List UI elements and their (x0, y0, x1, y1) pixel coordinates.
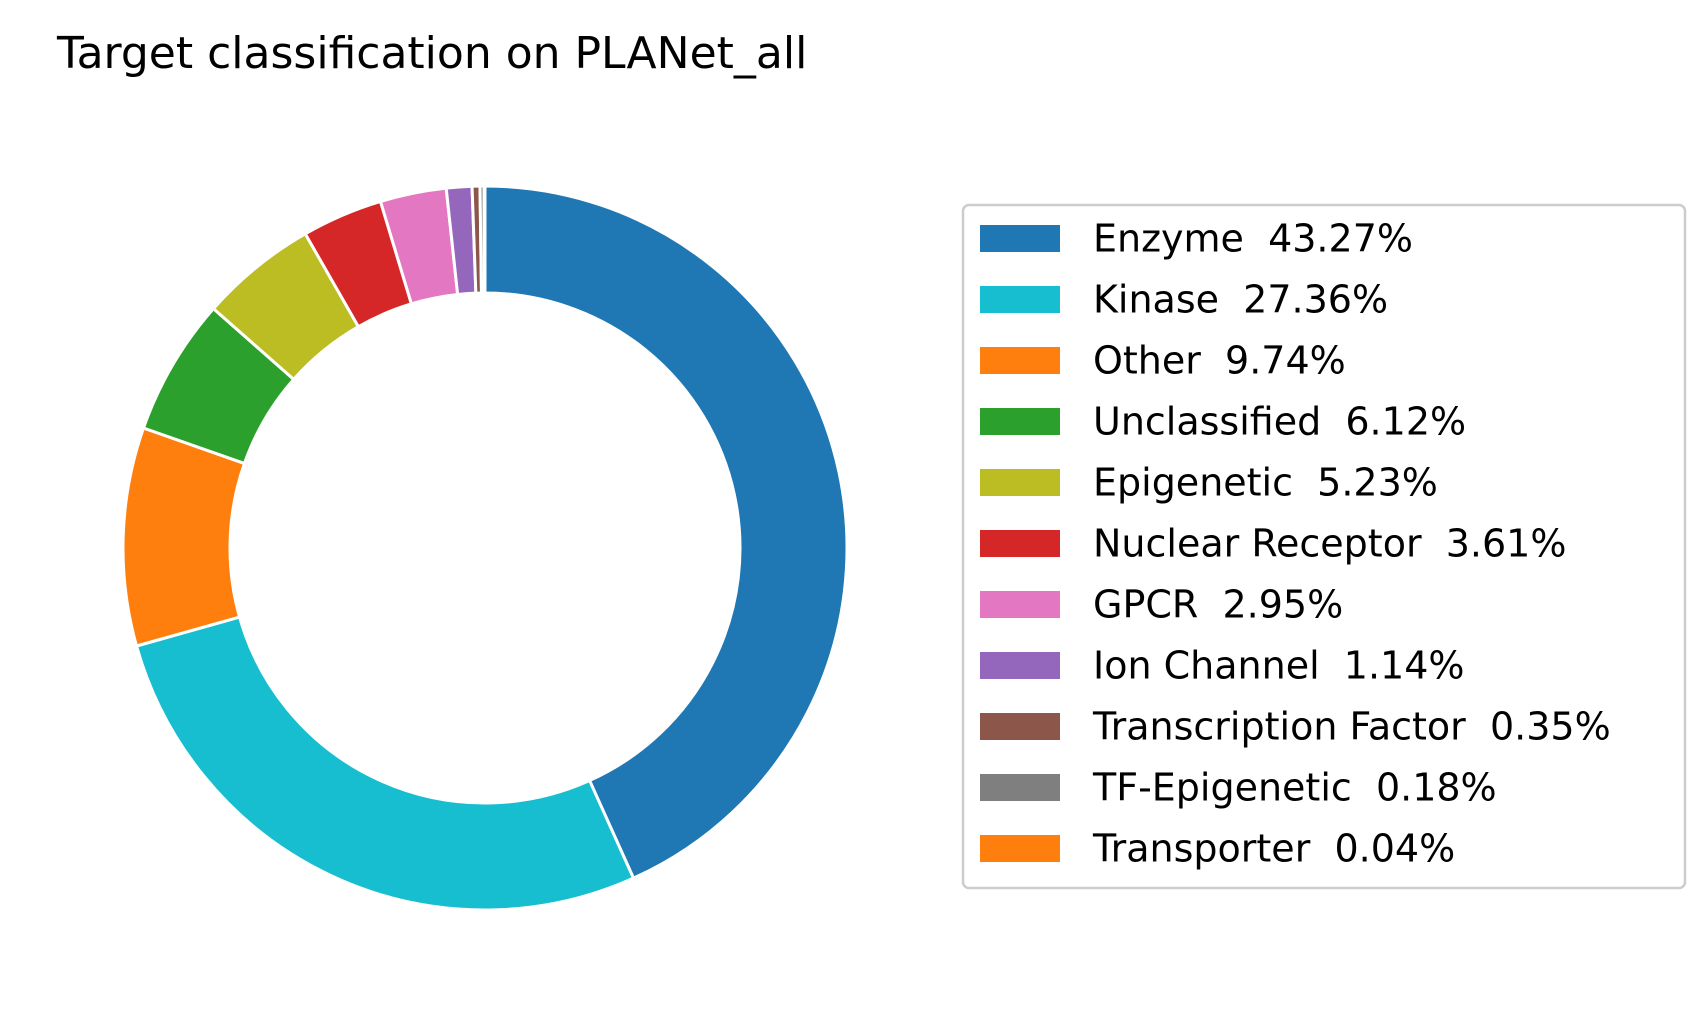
legend-swatch (980, 591, 1060, 618)
legend-label: Unclassified 6.12% (1093, 400, 1466, 444)
legend-swatch (980, 408, 1060, 435)
legend-items: Enzyme 43.27% Kinase 27.36% Other 9.74% Unc… (980, 217, 1611, 871)
legend-item-enzyme: Enzyme 43.27% (980, 217, 1413, 261)
legend-swatch (980, 774, 1060, 801)
legend-label: Kinase 27.36% (1093, 278, 1388, 322)
legend-item-tf-epigenetic: TF-Epigenetic 0.18% (980, 766, 1497, 810)
legend-swatch (980, 225, 1060, 252)
slice-transporter (482, 184, 487, 295)
slice-other (121, 426, 246, 648)
legend-swatch (980, 530, 1060, 557)
legend-label: Other 9.74% (1093, 339, 1346, 383)
legend-item-transporter: Transporter 0.04% (980, 827, 1455, 871)
legend-label: Transporter 0.04% (1092, 827, 1455, 871)
legend-swatch (980, 652, 1060, 679)
legend-swatch (980, 347, 1060, 374)
legend-item-other: Other 9.74% (980, 339, 1346, 383)
legend-item-nuclear-receptor: Nuclear Receptor 3.61% (980, 522, 1566, 566)
legend-label: TF-Epigenetic 0.18% (1092, 766, 1497, 810)
legend-item-ion-channel: Ion Channel 1.14% (980, 644, 1465, 688)
legend-label: Enzyme 43.27% (1093, 217, 1413, 261)
legend-item-gpcr: GPCR 2.95% (980, 583, 1343, 627)
legend-label: Epigenetic 5.23% (1093, 461, 1438, 505)
legend-item-unclassified: Unclassified 6.12% (980, 400, 1466, 444)
legend-label: Transcription Factor 0.35% (1092, 705, 1611, 749)
legend: Enzyme 43.27% Kinase 27.36% Other 9.74% Unc… (961, 203, 1687, 890)
legend-label: Nuclear Receptor 3.61% (1093, 522, 1566, 566)
legend-swatch (980, 835, 1060, 862)
legend-item-kinase: Kinase 27.36% (980, 278, 1388, 322)
slice-enzyme (483, 184, 849, 880)
donut-slices (121, 184, 849, 912)
legend-swatch (980, 469, 1060, 496)
chart-title: Target classification on PLANet_all (56, 28, 807, 79)
legend-item-epigenetic: Epigenetic 5.23% (980, 461, 1438, 505)
legend-swatch (980, 286, 1060, 313)
slice-kinase (135, 615, 635, 912)
legend-item-transcription-factor: Transcription Factor 0.35% (980, 705, 1611, 749)
legend-label: GPCR 2.95% (1093, 583, 1343, 627)
legend-frame (961, 203, 1687, 890)
legend-label: Ion Channel 1.14% (1093, 644, 1465, 688)
legend-swatch (980, 713, 1060, 740)
